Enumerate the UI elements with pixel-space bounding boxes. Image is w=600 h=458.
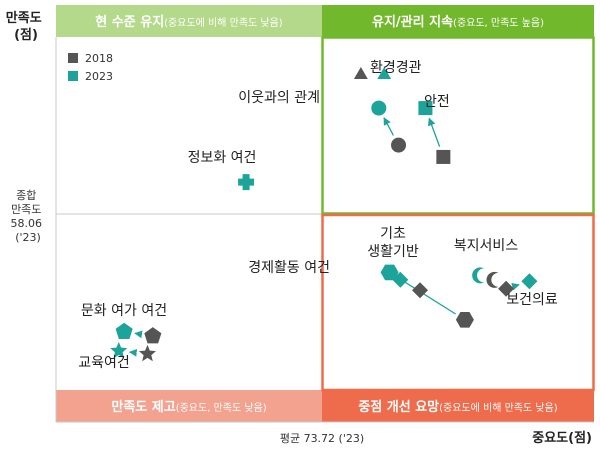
- item-8-2018-point: [144, 327, 162, 344]
- x-reference-label: 평균 73.72 ('23): [280, 432, 364, 445]
- item-label-0: 환경경관: [370, 60, 422, 76]
- legend-2018-swatch: [68, 53, 78, 63]
- legend: 2018 2023: [68, 52, 113, 83]
- quadrant-header-bottom-left: [56, 390, 322, 422]
- item-6-2023-point: [472, 267, 485, 284]
- item-label-1: 안전: [424, 94, 450, 110]
- item-2-change-arrow: [383, 117, 394, 136]
- item-label-4: 경제활동 여건: [248, 260, 330, 276]
- item-0-2018-point: [353, 67, 368, 79]
- item-2-2018-point: [391, 137, 407, 153]
- quadrant-frame-top-right: [321, 36, 595, 215]
- legend-2023-swatch: [68, 71, 78, 81]
- item-0-2023-point: [377, 67, 392, 79]
- item-label-9: 교육여건: [78, 355, 130, 371]
- quadrant-header-top-left: [56, 5, 322, 37]
- quadrant-frame-bottom-right: [321, 213, 595, 392]
- item-6-2018-point: [486, 271, 499, 288]
- item-9-2023-point: [110, 341, 128, 359]
- quadrant-bottom-left-label: 만족도 제고(중요도, 만족도 낮음): [111, 399, 266, 415]
- item-5-2023-point: [392, 271, 409, 288]
- item-label-5: 기초 생활기반: [367, 226, 419, 260]
- item-8-2023-point: [115, 322, 133, 339]
- item-7-2023-point: [521, 273, 538, 290]
- quadrant-top-right-label: 유지/관리 지속(중요도, 만족도 높음): [372, 14, 544, 30]
- item-9-change-arrow: [128, 348, 138, 357]
- item-label-7: 보건의료: [506, 292, 558, 308]
- legend-2023-label: 2023: [85, 70, 113, 83]
- item-4-change-arrow: [398, 277, 456, 315]
- item-4-2023-point: [380, 264, 399, 281]
- x-axis-title: 중요도(점): [532, 431, 592, 446]
- item-label-6: 복지서비스: [454, 238, 519, 254]
- item-label-3: 정보화 여건: [188, 150, 257, 166]
- item-7-2018-point: [498, 280, 515, 297]
- item-2-2023-point: [371, 100, 387, 116]
- item-8-change-arrow: [134, 330, 143, 339]
- item-label-2: 이웃과의 관계: [238, 90, 320, 106]
- y-reference-label: 종합 만족도 58.06 ('23): [11, 189, 46, 244]
- y-axis-title: 만족도 (점): [6, 10, 46, 43]
- legend-2018-label: 2018: [85, 52, 113, 65]
- item-1-2018-point: [436, 149, 451, 164]
- item-7-change-arrow: [511, 282, 520, 291]
- item-9-2018-point: [138, 344, 156, 362]
- item-5-2018-point: [412, 282, 428, 299]
- item-4-2018-point: [455, 312, 474, 328]
- quadrant-header-top-right: [322, 5, 594, 37]
- item-label-8: 문화 여가 여건: [81, 303, 167, 319]
- quadrant-bottom-right-label: 중점 개선 요망(중요도에 비해 만족도 낮음): [358, 399, 557, 415]
- quadrant-top-left-label: 현 수준 유지(중요도에 비해 만족도 낮음): [95, 14, 282, 30]
- item-3-2023-point: [238, 174, 255, 191]
- quadrant-header-bottom-right: [322, 390, 594, 422]
- item-1-2023-point: [418, 101, 433, 116]
- item-1-change-arrow: [427, 117, 441, 147]
